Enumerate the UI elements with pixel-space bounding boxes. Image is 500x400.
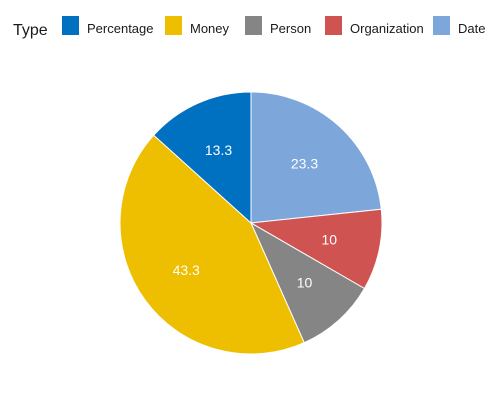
pie-slice-money — [119, 134, 305, 355]
pie-slice-labels: 23.3 10 10 43.3 13.3 — [173, 142, 338, 291]
legend-key-organization — [325, 16, 342, 35]
slice-label-money: 43.3 — [173, 262, 200, 278]
legend-title: Type — [13, 22, 48, 39]
pie-slice-date — [250, 91, 382, 224]
legend-label-money: Money — [190, 21, 230, 36]
legend-key-person — [245, 16, 262, 35]
legend-label-percentage: Percentage — [87, 21, 154, 36]
pie-slice-person — [249, 221, 366, 344]
legend: Type Percentage Money Person Organization Da… — [13, 16, 485, 39]
legend-key-percentage — [62, 16, 79, 35]
slice-label-date: 23.3 — [291, 156, 318, 172]
slice-label-person: 10 — [297, 275, 313, 291]
legend-label-date: Date — [458, 21, 485, 36]
slice-label-organization: 10 — [322, 232, 338, 248]
pie-slices — [119, 91, 383, 355]
legend-key-money — [165, 16, 182, 35]
legend-label-organization: Organization — [350, 21, 424, 36]
slice-label-percentage: 13.3 — [205, 142, 232, 158]
pie-slice-organization — [249, 208, 383, 290]
legend-key-date — [433, 16, 450, 35]
pie-slice-percentage — [153, 91, 252, 225]
legend-label-person: Person — [270, 21, 311, 36]
